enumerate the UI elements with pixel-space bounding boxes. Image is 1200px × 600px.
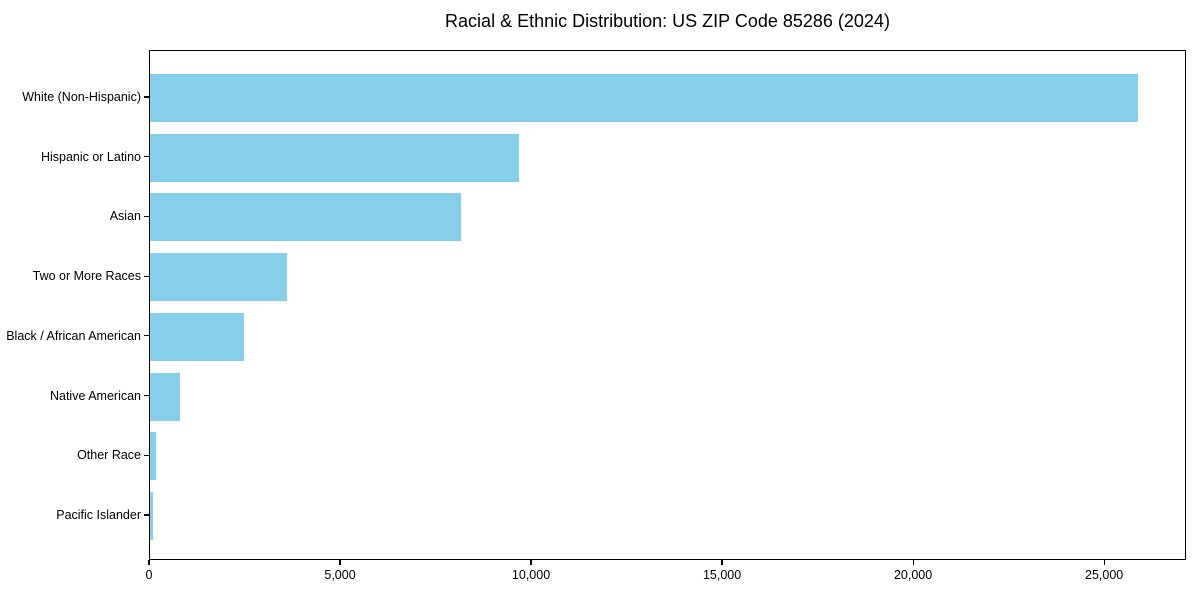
x-tick-mark (339, 560, 341, 565)
bar (150, 74, 1138, 122)
y-axis-label: Other Race (77, 448, 141, 463)
x-tick-mark (721, 560, 723, 565)
bar (150, 193, 461, 242)
x-axis-tick-label: 0 (145, 568, 153, 582)
bar (150, 312, 244, 361)
bar (150, 491, 154, 540)
y-axis-label: Hispanic or Latino (40, 149, 141, 164)
y-axis-label: Asian (109, 209, 141, 224)
plot-area (149, 50, 1186, 560)
x-axis-tick-label: 15,000 (702, 568, 742, 582)
x-tick-mark (530, 560, 532, 565)
y-axis-label: Native American (49, 388, 141, 403)
y-tick-mark (144, 275, 149, 277)
x-axis-tick-label: 5,000 (324, 568, 356, 582)
y-axis-label: Black / African American (6, 328, 141, 343)
y-tick-mark (144, 156, 149, 158)
x-tick-mark (148, 560, 150, 565)
x-axis-tick-label: 25,000 (1085, 568, 1124, 582)
y-tick-mark (144, 215, 149, 217)
y-tick-mark (144, 514, 149, 516)
y-tick-mark (144, 454, 149, 456)
y-axis-label: Two or More Races (32, 269, 141, 284)
bar (150, 432, 156, 481)
bar (150, 133, 520, 182)
y-axis-label: Pacific Islander (56, 507, 141, 522)
bar (150, 372, 180, 421)
y-tick-mark (144, 335, 149, 337)
x-axis-tick-label: 10,000 (511, 568, 551, 582)
x-tick-mark (1103, 560, 1105, 565)
bar (150, 253, 288, 302)
chart-title: Racial & Ethnic Distribution: US ZIP Cod… (445, 11, 890, 31)
x-tick-mark (912, 560, 914, 565)
x-axis-tick-label: 20,000 (893, 568, 933, 582)
y-axis-label: White (Non-Hispanic) (22, 90, 141, 104)
y-tick-mark (144, 394, 149, 397)
y-tick-mark (144, 96, 149, 98)
